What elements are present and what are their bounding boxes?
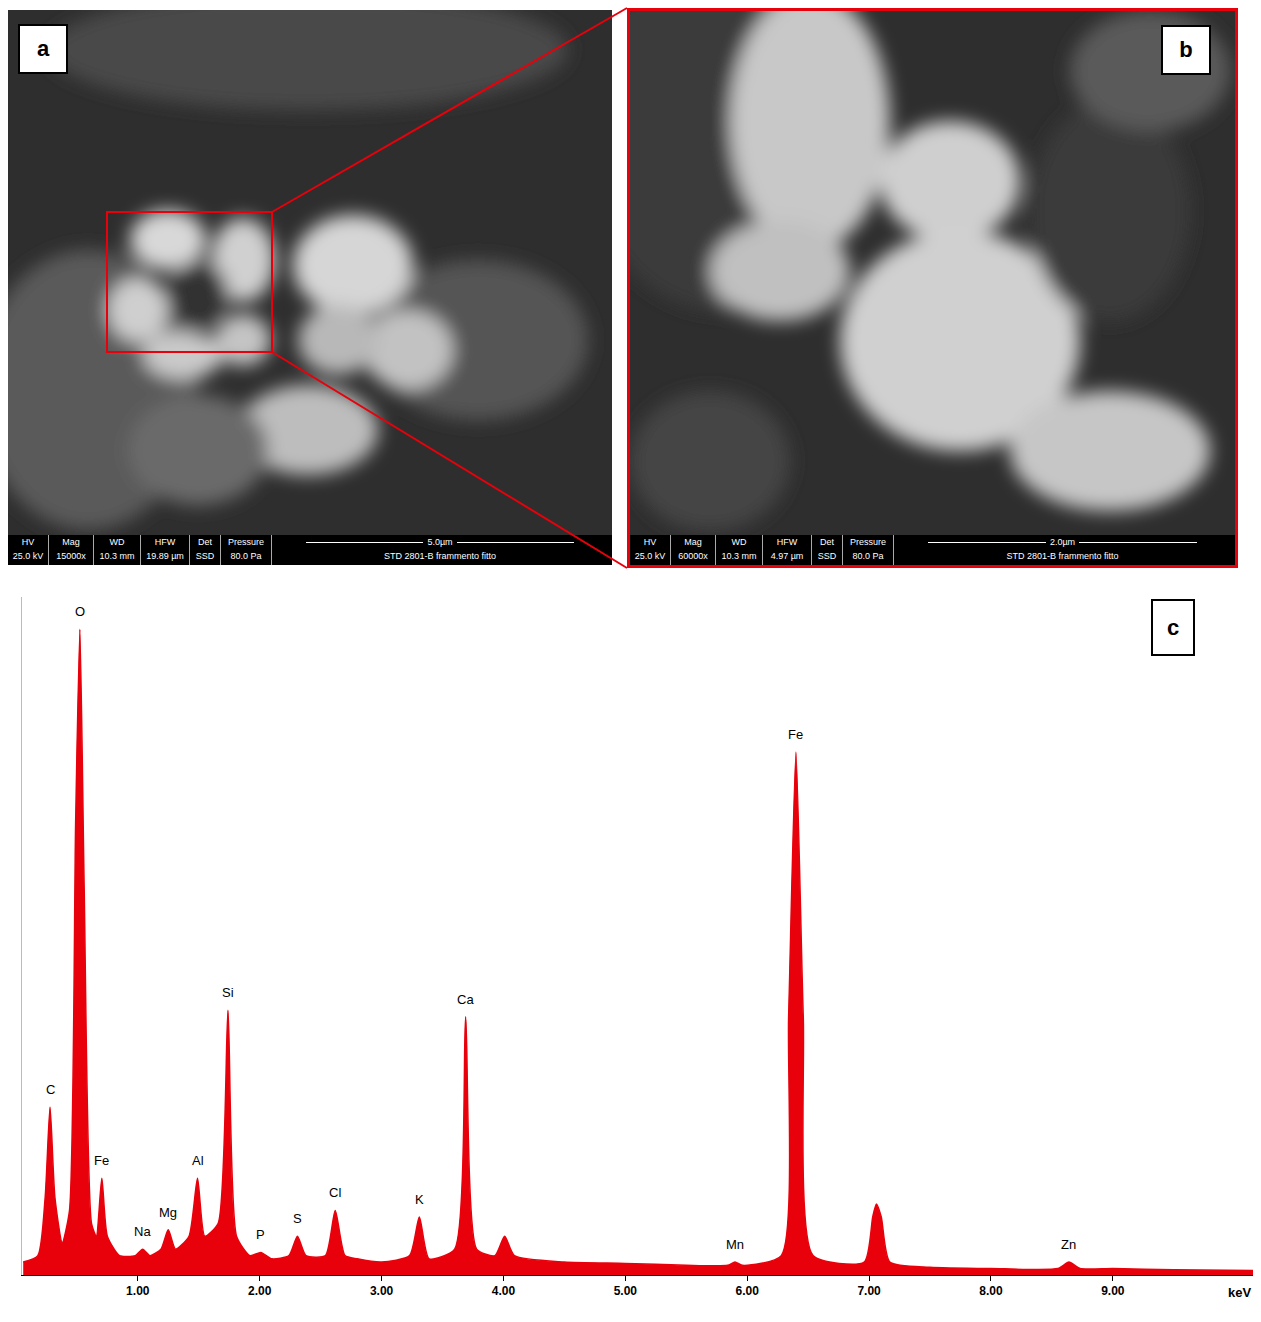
- svg-text:5.00: 5.00: [614, 1284, 638, 1298]
- html-text:SSD: SSD: [817, 551, 837, 561]
- html-text:Det: Det: [198, 537, 212, 547]
- html-text:10.3 mm: 10.3 mm: [721, 551, 757, 561]
- html-text:80.0 Pa: 80.0 Pa: [852, 551, 884, 561]
- svg-text:Fe: Fe: [94, 1153, 109, 1168]
- html-text:WD: WD: [109, 537, 125, 547]
- html-text:HV: HV: [21, 537, 35, 547]
- html-text:15000x: 15000x: [56, 551, 86, 561]
- svg-text:Ca: Ca: [457, 992, 474, 1007]
- html-text:SSD: SSD: [195, 551, 215, 561]
- html-text:STD 2801-B frammento fitto: STD 2801-B frammento fitto: [1006, 551, 1119, 561]
- svg-text:2.00: 2.00: [248, 1284, 272, 1298]
- html-text:b: b: [1179, 37, 1193, 62]
- svg-text:Cl: Cl: [329, 1185, 341, 1200]
- svg-text:6.00: 6.00: [736, 1284, 760, 1298]
- svg-text:7.00: 7.00: [857, 1284, 881, 1298]
- svg-text:9.00: 9.00: [1101, 1284, 1125, 1298]
- html-text:25.0 kV: 25.0 kV: [634, 551, 666, 561]
- html-text:HFW: HFW: [776, 537, 798, 547]
- svg-text:O: O: [75, 604, 85, 619]
- svg-text:keV: keV: [1228, 1285, 1251, 1300]
- html-text:4.97 µm: 4.97 µm: [770, 551, 804, 561]
- html-text:80.0 Pa: 80.0 Pa: [230, 551, 262, 561]
- html-text:19.89 µm: 19.89 µm: [146, 551, 184, 561]
- svg-text:Mn: Mn: [726, 1237, 744, 1252]
- html-text:60000x: 60000x: [678, 551, 708, 561]
- html-text:10.3 mm: 10.3 mm: [99, 551, 135, 561]
- html-text:Mag: Mag: [684, 537, 702, 547]
- svg-text:Fe: Fe: [788, 727, 803, 742]
- svg-text:P: P: [256, 1227, 265, 1242]
- svg-text:c: c: [1167, 615, 1179, 640]
- svg-text:8.00: 8.00: [979, 1284, 1003, 1298]
- html-text:25.0 kV: 25.0 kV: [12, 551, 44, 561]
- svg-text:Si: Si: [222, 985, 234, 1000]
- html-text:WD: WD: [731, 537, 747, 547]
- svg-text:1.00: 1.00: [126, 1284, 150, 1298]
- svg-text:K: K: [415, 1192, 424, 1207]
- html-text:2.0µm: 2.0µm: [1049, 537, 1076, 547]
- svg-text:C: C: [46, 1082, 55, 1097]
- svg-text:4.00: 4.00: [492, 1284, 516, 1298]
- html-text:HFW: HFW: [154, 537, 176, 547]
- html-text:Pressure: Pressure: [850, 537, 886, 547]
- svg-text:Na: Na: [134, 1224, 151, 1239]
- svg-text:Zn: Zn: [1061, 1237, 1076, 1252]
- svg-text:S: S: [293, 1211, 302, 1226]
- svg-text:Mg: Mg: [159, 1205, 177, 1220]
- html-text:a: a: [36, 36, 50, 61]
- html-text:5.0µm: 5.0µm: [427, 537, 453, 547]
- html-text:STD 2801-B frammento fitto: STD 2801-B frammento fitto: [384, 551, 496, 561]
- html-text:Det: Det: [820, 537, 834, 547]
- html-text:HV: HV: [643, 537, 657, 547]
- svg-text:3.00: 3.00: [370, 1284, 394, 1298]
- html-text:Pressure: Pressure: [228, 537, 264, 547]
- html-text:Mag: Mag: [62, 537, 80, 547]
- svg-text:Al: Al: [192, 1153, 204, 1168]
